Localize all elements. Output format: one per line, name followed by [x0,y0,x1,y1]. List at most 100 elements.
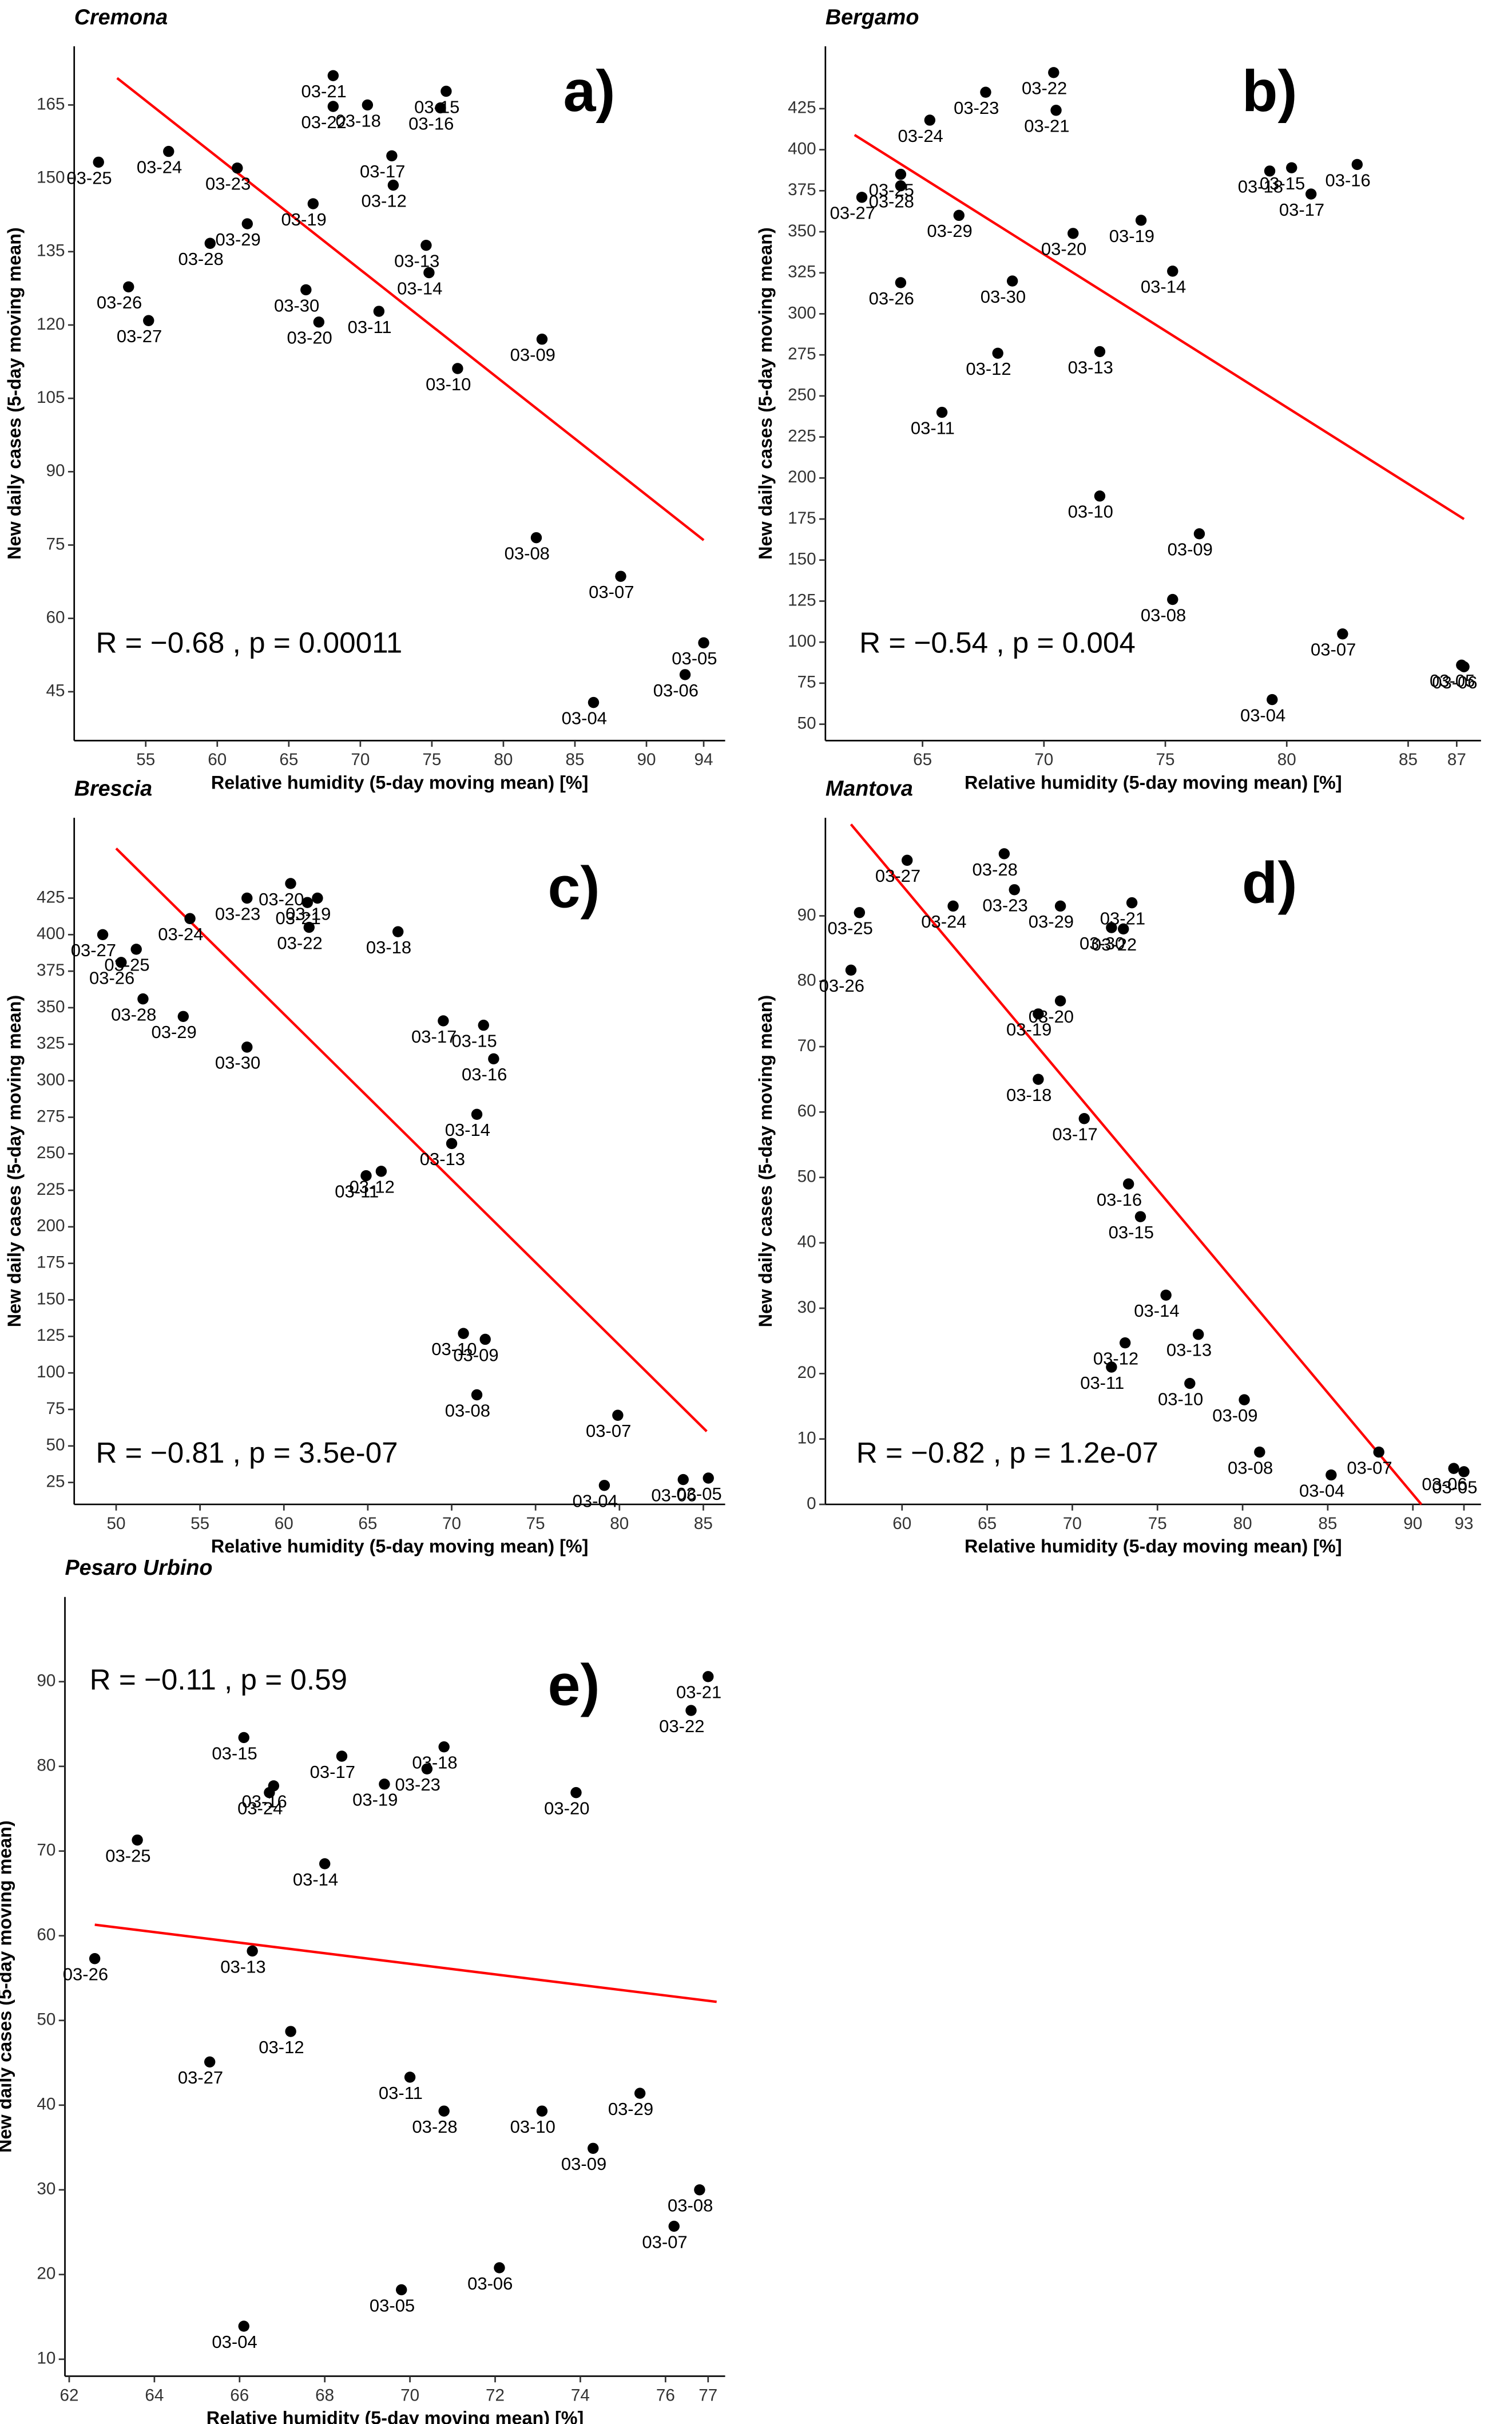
point [438,2105,450,2117]
point [312,892,323,904]
x-tick-label: 85 [1399,750,1418,769]
point [1193,528,1205,540]
point [163,145,174,157]
y-tick-label: 225 [788,426,816,445]
x-tick-label: 72 [486,2386,505,2405]
point-label: 03-24 [237,1798,283,1818]
y-tick-label: 125 [37,1326,65,1345]
point [238,2320,249,2332]
point-label: 03-07 [642,2232,687,2252]
point-label: 03-19 [1006,1020,1051,1040]
y-tick-label: 20 [797,1363,816,1382]
point [423,267,435,279]
point-label: 03-20 [287,328,332,348]
point [89,1953,101,1964]
y-tick-label: 45 [46,682,65,700]
x-tick-label: 65 [978,1514,997,1533]
point-label: 03-25 [828,918,873,938]
point-label: 03-05 [370,2295,415,2315]
point-label: 03-09 [510,345,555,365]
point [634,2088,646,2099]
point-label: 03-17 [1052,1124,1097,1144]
y-tick-label: 300 [37,1070,65,1089]
point [241,218,253,229]
y-tick-label: 400 [788,139,816,158]
point [232,162,243,174]
point-label: 03-24 [137,157,182,177]
point-label: 03-25 [66,168,112,188]
x-tick-label: 70 [1034,750,1053,769]
point-label: 03-14 [1134,1301,1179,1321]
y-tick-label: 0 [807,1494,816,1513]
point [845,964,857,976]
point-label: 03-22 [1022,78,1067,98]
point [1094,490,1106,502]
point-label: 03-08 [445,1400,490,1420]
point [285,2026,296,2037]
point-label: 03-20 [1029,1007,1074,1027]
point-label: 03-26 [97,292,142,312]
point-label: 03-05 [672,648,717,668]
point-label: 03-29 [1029,912,1074,932]
point [1126,897,1138,909]
point-label: 03-10 [510,2117,555,2137]
point [1326,1469,1337,1481]
x-tick-label: 90 [637,750,656,769]
point [130,944,142,955]
y-tick-label: 80 [37,1756,55,1775]
point-label: 03-05 [676,1484,721,1504]
panel-title: Brescia [74,777,152,801]
x-tick-label: 65 [358,1514,377,1533]
point-label: 03-13 [220,1956,265,1977]
point-label: 03-23 [205,174,251,194]
x-tick-label: 87 [1447,750,1466,769]
point-label: 03-12 [966,359,1011,379]
point [1106,922,1117,933]
point [854,907,866,918]
y-tick-label: 175 [37,1253,65,1272]
point [1458,1466,1470,1478]
point-label: 03-10 [1158,1389,1203,1409]
point-label: 03-26 [869,288,914,308]
x-tick-label: 66 [230,2386,249,2405]
point [132,1834,143,1846]
point-label: 03-22 [277,933,322,953]
y-tick-label: 200 [37,1217,65,1235]
point-label: 03-12 [350,1177,395,1197]
y-tick-label: 40 [37,2095,55,2114]
x-axis-title: Relative humidity (5-day moving mean) [%… [965,772,1342,793]
point [698,637,709,649]
point [1373,1446,1384,1458]
y-tick-label: 75 [797,673,816,692]
point [362,99,374,111]
y-tick-label: 50 [46,1436,65,1455]
point-label: 03-27 [830,203,875,223]
y-tick-label: 60 [46,608,65,627]
point [204,2056,216,2068]
point-label: 03-27 [71,940,116,960]
y-tick-label: 50 [797,1167,816,1186]
point-label: 03-12 [259,2037,304,2057]
point-label: 03-19 [352,1790,398,1810]
point [307,198,319,209]
point-label: 03-27 [875,866,920,886]
point-label: 03-06 [1432,672,1477,692]
point [319,1858,331,1870]
point [936,406,948,418]
point-label: 03-06 [651,1485,696,1505]
point-label: 03-04 [1299,1480,1344,1500]
point-label: 03-08 [1228,1457,1273,1478]
y-tick-label: 150 [788,550,816,569]
y-tick-label: 175 [788,509,816,528]
point-label: 03-12 [1093,1349,1138,1369]
y-tick-label: 325 [788,263,816,282]
x-tick-label: 74 [571,2386,590,2405]
point [285,878,296,889]
point-label: 03-21 [676,1682,721,1702]
point [1337,628,1348,640]
y-axis-title: New daily cases (5-day moving mean) [755,995,776,1328]
point-label: 03-15 [451,1031,497,1051]
y-tick-label: 105 [37,388,65,407]
annotation: R = −0.82 , p = 1.2e-07 [856,1436,1158,1469]
x-tick-label: 60 [892,1514,911,1533]
